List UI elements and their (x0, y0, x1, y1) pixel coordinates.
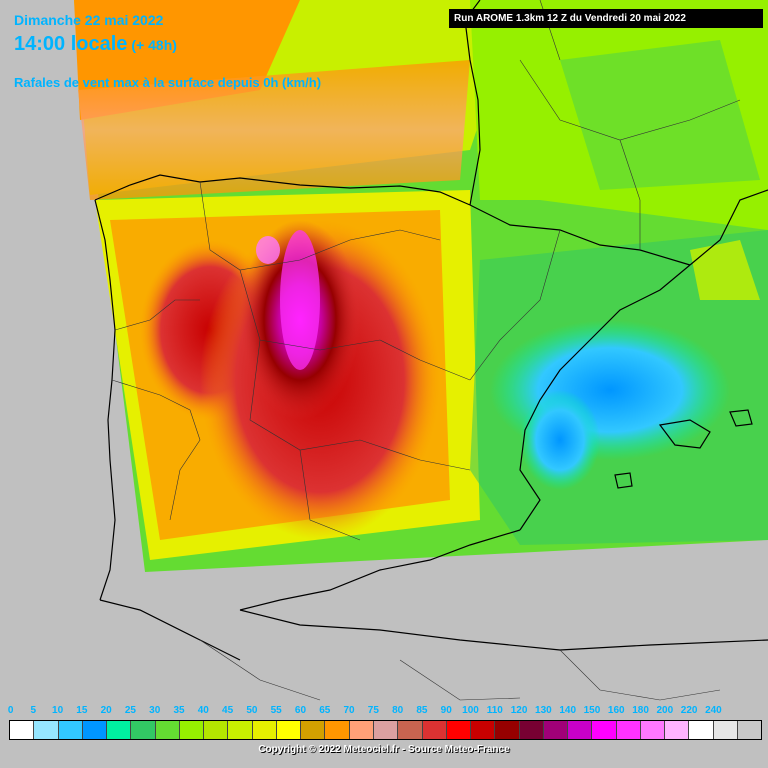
legend-swatch (519, 721, 544, 739)
legend-swatch (204, 721, 229, 739)
borders (111, 0, 741, 701)
legend-label: 100 (462, 705, 479, 716)
legend-label: 20 (100, 705, 112, 716)
legend-label: 140 (559, 705, 577, 716)
legend-label: 240 (705, 705, 722, 716)
legend-label: 60 (294, 705, 307, 716)
legend-swatch (398, 721, 423, 739)
model-run-label: Run AROME 1.3km 12 Z du Vendredi 20 mai … (449, 9, 763, 28)
legend-label: 220 (680, 705, 698, 716)
legend-label: 45 (222, 705, 234, 716)
legend-swatch (325, 721, 350, 739)
legend-label: 50 (246, 705, 258, 716)
legend-label: 5 (30, 705, 37, 716)
parameter-title: Rafales de vent max à la surface depuis … (14, 75, 322, 90)
legend-swatch (155, 721, 180, 739)
legend-swatch (568, 721, 593, 739)
legend-swatch (301, 721, 326, 739)
legend-labels: 0 5 10 15 20 25 30 35 40 45 50 55 60 65 70 75 80 85 90 100 1… (0, 705, 768, 717)
legend-swatch (58, 721, 83, 739)
legend-swatch (592, 721, 617, 739)
legend-swatch (422, 721, 447, 739)
legend-swatch (446, 721, 472, 739)
legend-swatch (495, 721, 520, 739)
legend-swatch (737, 721, 762, 739)
legend-swatch (179, 721, 205, 739)
legend-label: 70 (343, 705, 355, 716)
legend-label: 15 (76, 705, 88, 716)
legend-label: 30 (149, 705, 161, 716)
legend-swatch (373, 721, 399, 739)
legend-swatch (616, 721, 641, 739)
forecast-date: Dimanche 22 mai 2022 (14, 12, 164, 28)
legend-label: 25 (124, 705, 136, 716)
legend-label: 160 (607, 705, 625, 716)
legend-label: 75 (367, 705, 379, 716)
legend-swatch (10, 721, 35, 739)
legend-swatch (665, 721, 690, 739)
legend-label: 120 (510, 705, 528, 716)
legend-swatch (713, 721, 738, 739)
legend-swatch (543, 721, 569, 739)
coastlines (94, 0, 768, 661)
legend-label: 0 (7, 705, 14, 716)
legend-label: 35 (173, 705, 185, 716)
legend-swatch (349, 721, 374, 739)
legend-swatch (252, 721, 277, 739)
legend-swatch (640, 721, 666, 739)
legend-label: 200 (656, 705, 674, 716)
legend-label: 55 (270, 705, 282, 716)
legend-swatch (471, 721, 496, 739)
legend-label: 110 (486, 705, 503, 716)
legend-label: 65 (319, 705, 331, 716)
legend-label: 40 (197, 705, 209, 716)
model-domain (74, 0, 768, 572)
legend-label: 90 (440, 705, 452, 716)
legend-label: 130 (535, 705, 552, 716)
copyright-notice: Copyright © 2022 Meteociel.fr - Source M… (258, 744, 510, 755)
legend-swatch (82, 721, 108, 739)
legend-swatch (107, 721, 132, 739)
legend-label: 10 (52, 705, 64, 716)
legend-label: 85 (416, 705, 428, 716)
legend-swatch (228, 721, 253, 739)
legend-label: 150 (583, 705, 601, 716)
legend-swatch (276, 721, 302, 739)
legend-label: 80 (392, 705, 404, 716)
legend-swatch (131, 721, 156, 739)
legend-swatch (689, 721, 714, 739)
legend-label: 180 (632, 705, 649, 716)
legend-swatch (34, 721, 59, 739)
color-scale-legend (9, 720, 762, 740)
forecast-time: 14:00 locale (+ 48h) (14, 33, 177, 56)
forecast-local-time: 14:00 locale (14, 33, 128, 55)
forecast-lead-time: (+ 48h) (131, 37, 177, 53)
